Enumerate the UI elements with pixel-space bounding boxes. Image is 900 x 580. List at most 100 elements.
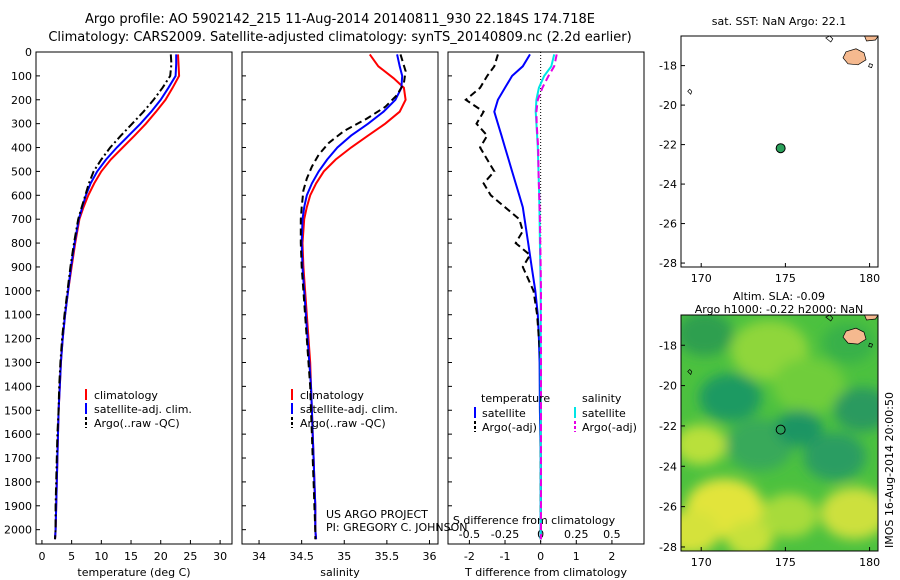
depth-tick-label: 0	[25, 46, 32, 59]
difference-xtick-label: 1	[573, 550, 580, 563]
depth-tick-label: 1400	[4, 380, 32, 393]
sst-map-ytick-label: -20	[659, 99, 677, 112]
temperature-series-line-2	[54, 54, 173, 540]
temperature-frame	[35, 51, 233, 545]
island-shape	[842, 48, 867, 66]
temperature-xlabel: temperature (deg C)	[77, 566, 190, 579]
sla-patch	[726, 521, 774, 551]
sla-map-ytick-label: -18	[659, 339, 677, 352]
timestamp-vertical: IMOS 16-Aug-2014 20:00:50	[883, 392, 896, 548]
sla-map-frame	[680, 314, 879, 552]
difference-xtick-label: 0	[537, 550, 544, 563]
salinity-legend-label: climatology	[300, 389, 364, 402]
s-xtick-label: -0.5	[459, 528, 480, 541]
difference-xtick-label: -1	[500, 550, 511, 563]
island-shape	[868, 63, 874, 69]
sst-map-panel: 170 175 180 -18 -20 -22 -24 -26 -28	[659, 35, 880, 285]
s-difference-xlabel: S difference from climatology	[453, 514, 616, 527]
depth-tick-label: 1100	[4, 309, 32, 322]
sla-patch	[803, 432, 866, 481]
temperature-legend-label: climatology	[94, 389, 158, 402]
diff-legend-title-temperature: temperature	[481, 392, 550, 405]
temperature-series-line-0	[54, 54, 181, 540]
difference-frame	[447, 51, 645, 545]
temperature-xtick-label: 25	[183, 550, 197, 563]
sst-map-land	[687, 36, 878, 95]
depth-tick-label: 1000	[4, 285, 32, 298]
salinity-legend-label: satellite-adj. clim.	[300, 403, 398, 416]
difference-series-line-2	[534, 54, 556, 540]
temperature-xtick-label: 15	[124, 550, 138, 563]
difference-xtick-label: -2	[464, 550, 475, 563]
sla-patch	[681, 424, 727, 465]
salinity-legend-label: Argo(..raw -QC)	[300, 417, 386, 430]
sla-field	[681, 315, 878, 551]
difference-xlabel: T difference from climatology	[464, 566, 627, 579]
depth-tick-label: 1700	[4, 452, 32, 465]
depth-tick-label: 1600	[4, 428, 32, 441]
temperature-legend-label: Argo(..raw -QC)	[94, 417, 180, 430]
salinity-xtick-label: 35.5	[375, 550, 400, 563]
sst-map-xtick-label: 170	[691, 272, 712, 285]
salinity-panel: 34 34.5 35 35.5 36 salinity climatologysatelli…	[241, 51, 439, 579]
depth-tick-label: 600	[11, 189, 32, 202]
sla-patch	[760, 493, 818, 538]
sla-patch	[820, 487, 878, 540]
temperature-xtick-label: 30	[213, 550, 227, 563]
float-position-marker	[775, 424, 786, 435]
sst-map-title: sat. SST: NaN Argo: 22.1	[712, 15, 846, 28]
s-xtick-label: -0.25	[491, 528, 519, 541]
sst-map-ytick-label: -24	[659, 178, 677, 191]
sla-map-ytick-label: -22	[659, 420, 677, 433]
s-xtick-label: 0.5	[603, 528, 621, 541]
sst-map-ytick-label: -26	[659, 218, 677, 231]
depth-tick-label: 700	[11, 213, 32, 226]
temperature-panel: 0100200300400500600700800900100011001200…	[4, 46, 233, 579]
depth-tick-label: 900	[11, 261, 32, 274]
sst-map-frame	[680, 35, 879, 268]
diff-legend-label: Argo(-adj)	[582, 421, 637, 434]
sla-map-ytick-label: -24	[659, 460, 677, 473]
island-shape	[868, 342, 874, 348]
temperature-xtick-label: 20	[154, 550, 168, 563]
depth-tick-label: 1800	[4, 476, 32, 489]
sla-map-xtick-label: 175	[775, 556, 796, 569]
sst-map-ytick-label: -28	[659, 257, 677, 270]
sla-patch	[681, 315, 734, 356]
depth-tick-label: 1900	[4, 500, 32, 513]
credit-line-1: US ARGO PROJECT	[326, 508, 428, 521]
sla-patch	[681, 510, 720, 551]
float-position-marker	[775, 143, 786, 154]
sla-patch	[775, 410, 823, 447]
island-shape	[687, 368, 693, 376]
difference-series-line-1	[464, 54, 542, 540]
depth-tick-label: 2000	[4, 524, 32, 537]
depth-tick-label: 800	[11, 237, 32, 250]
sla-map-title-1: Altim. SLA: -0.09	[733, 290, 825, 303]
sla-map-land	[687, 315, 878, 376]
salinity-xtick-label: 34	[252, 550, 266, 563]
sla-heatmap	[681, 315, 878, 551]
figure-title-line-2: Climatology: CARS2009. Satellite-adjuste…	[48, 30, 632, 45]
sla-map-ytick-label: -20	[659, 380, 677, 393]
temperature-xtick-label: 5	[68, 550, 75, 563]
island-shape	[687, 88, 693, 95]
depth-tick-label: 1500	[4, 404, 32, 417]
difference-series-line-3	[535, 54, 558, 540]
salinity-xlabel: salinity	[320, 566, 360, 579]
depth-tick-label: 400	[11, 142, 32, 155]
salinity-xtick-label: 34.5	[289, 550, 314, 563]
island-shape	[842, 327, 867, 345]
sst-map-xtick-label: 175	[775, 272, 796, 285]
salinity-xtick-label: 36	[422, 550, 436, 563]
sla-map-title-2: Argo h1000: -0.22 h2000: NaN	[695, 303, 864, 316]
salinity-frame	[241, 51, 439, 545]
sla-patch	[833, 387, 878, 432]
sla-patch	[699, 373, 762, 422]
island-shape	[825, 315, 834, 322]
figure-title-line-1: Argo profile: AO 5902142_215 11-Aug-2014…	[85, 12, 595, 27]
sst-map-ytick-label: -18	[659, 60, 677, 73]
sla-patch	[772, 357, 846, 414]
temperature-series-line-1	[54, 54, 178, 540]
